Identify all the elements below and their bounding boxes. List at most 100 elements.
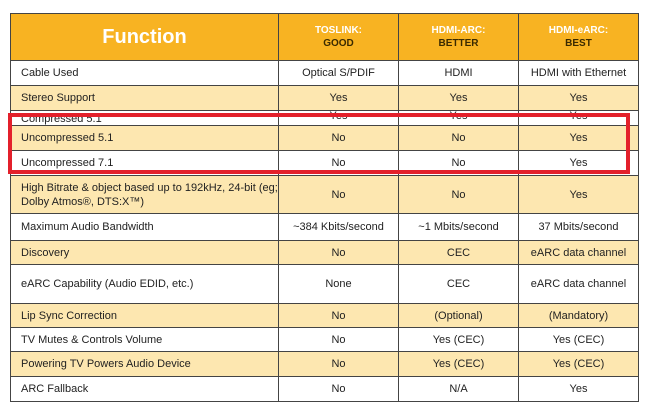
row-value-text: No xyxy=(331,333,346,346)
row-value: Yes (CEC) xyxy=(398,327,519,352)
row-value-text: Yes xyxy=(569,383,588,395)
row-label: Lip Sync Correction xyxy=(10,303,279,328)
row-value: No xyxy=(278,376,399,402)
row-value: N/A xyxy=(398,376,519,402)
row-value-text: No xyxy=(331,188,346,201)
row-value-text: (Mandatory) xyxy=(548,309,609,322)
row-value: No xyxy=(278,351,399,377)
table-row: Uncompressed 7.1 No No Yes xyxy=(10,150,639,176)
table-row: TV Mutes & Controls Volume No Yes (CEC) Yes… xyxy=(10,327,639,352)
row-label: ARC Fallback xyxy=(10,376,279,402)
table-row: Compressed 5.1 Yes Yes Yes xyxy=(10,110,639,126)
row-value-text: No xyxy=(451,157,466,169)
column-name: HDMI-eARC: xyxy=(548,25,609,36)
row-value: No xyxy=(278,327,399,352)
row-value-text: HDMI xyxy=(444,67,473,79)
row-value-text: Yes xyxy=(449,110,468,122)
row-value: CEC xyxy=(398,264,519,304)
function-header: Function xyxy=(10,13,279,61)
row-value: 37 Mbits/second xyxy=(518,213,639,241)
table-row: Lip Sync Correction No (Optional) (Mandator… xyxy=(10,303,639,328)
column-rating: GOOD xyxy=(323,38,354,49)
row-label: Uncompressed 5.1 xyxy=(10,125,279,151)
row-value: No xyxy=(278,175,399,214)
row-label: Maximum Audio Bandwidth xyxy=(10,213,279,241)
row-value-text: Yes xyxy=(569,132,588,144)
row-value-text: Yes xyxy=(569,188,588,201)
row-label-text: ARC Fallback xyxy=(21,383,89,395)
row-label-text: TV Mutes & Controls Volume xyxy=(21,333,163,346)
row-value-text: 37 Mbits/second xyxy=(538,221,619,233)
row-label: Discovery xyxy=(10,240,279,265)
toslink-header: TOSLINK: GOOD xyxy=(278,13,399,61)
row-value: Yes xyxy=(398,110,519,126)
row-label: Powering TV Powers Audio Device xyxy=(10,351,279,377)
row-value-text: No xyxy=(331,132,346,144)
row-value: No xyxy=(398,150,519,176)
row-value: No xyxy=(278,150,399,176)
row-label: High Bitrate & object based up to 192kHz… xyxy=(10,175,279,214)
row-value-text: No xyxy=(331,246,346,259)
column-rating: BETTER xyxy=(438,38,479,49)
row-value: ~384 Kbits/second xyxy=(278,213,399,241)
row-value: (Mandatory) xyxy=(518,303,639,328)
table-row: ARC Fallback No N/A Yes xyxy=(10,376,639,402)
row-label: Stereo Support xyxy=(10,85,279,111)
row-value: Yes xyxy=(518,125,639,151)
row-value: No xyxy=(398,175,519,214)
row-value: HDMI xyxy=(398,60,519,86)
column-name: TOSLINK: xyxy=(314,25,363,36)
row-label-text: Stereo Support xyxy=(21,92,95,104)
row-label-text: Lip Sync Correction xyxy=(21,309,117,322)
row-label-text: Cable Used xyxy=(21,67,79,79)
row-value: No xyxy=(278,303,399,328)
row-label: Compressed 5.1 xyxy=(10,110,279,126)
row-value: Yes xyxy=(518,376,639,402)
row-label-text: Uncompressed 7.1 xyxy=(21,157,114,169)
row-value: Yes xyxy=(518,150,639,176)
row-label-text: Uncompressed 5.1 xyxy=(21,132,114,144)
comparison-table: Function TOSLINK: GOOD HDMI-ARC: BETTER HD… xyxy=(10,13,639,402)
table-row: eARC Capability (Audio EDID, etc.) None CE… xyxy=(10,264,639,304)
row-value: eARC data channel xyxy=(518,240,639,265)
table-row: High Bitrate & object based up to 192kHz… xyxy=(10,175,639,214)
row-value-text: Yes (CEC) xyxy=(432,358,485,370)
row-value: Yes (CEC) xyxy=(518,351,639,377)
row-value: None xyxy=(278,264,399,304)
row-value: Yes xyxy=(278,110,399,126)
hdmi-earc-header: HDMI-eARC: BEST xyxy=(518,13,639,61)
row-value-text: Yes xyxy=(329,92,348,104)
row-value-text: No xyxy=(331,309,346,322)
row-value-text: eARC data channel xyxy=(530,278,627,290)
row-value: CEC xyxy=(398,240,519,265)
row-label: Uncompressed 7.1 xyxy=(10,150,279,176)
hdmi-arc-header: HDMI-ARC: BETTER xyxy=(398,13,519,61)
row-label-text: Powering TV Powers Audio Device xyxy=(21,358,191,370)
row-value-text: Yes xyxy=(449,92,468,104)
table-row: Cable Used Optical S/PDIF HDMI HDMI with Et… xyxy=(10,60,639,86)
row-label-text: Compressed 5.1 xyxy=(21,113,102,125)
row-value-text: ~1 Mbits/second xyxy=(418,221,499,233)
row-label-text: High Bitrate & object based up to 192kHz… xyxy=(21,181,278,208)
row-value: Yes (CEC) xyxy=(518,327,639,352)
row-value: Yes xyxy=(278,85,399,111)
row-value-text: No xyxy=(331,383,346,395)
column-rating: BEST xyxy=(565,38,592,49)
row-value: Yes xyxy=(518,85,639,111)
row-value: HDMI with Ethernet xyxy=(518,60,639,86)
row-value: Yes xyxy=(518,175,639,214)
row-label-text: Discovery xyxy=(21,246,70,259)
row-value-text: No xyxy=(451,132,466,144)
row-value: eARC data channel xyxy=(518,264,639,304)
row-value: Yes xyxy=(518,110,639,126)
row-value-text: (Optional) xyxy=(434,309,483,322)
row-label: Cable Used xyxy=(10,60,279,86)
row-value-text: Yes (CEC) xyxy=(552,333,605,346)
row-value: No xyxy=(398,125,519,151)
row-value-text: Yes xyxy=(569,110,588,122)
row-label-text: eARC Capability (Audio EDID, etc.) xyxy=(21,278,194,290)
table-row: Stereo Support Yes Yes Yes xyxy=(10,85,639,111)
row-label: TV Mutes & Controls Volume xyxy=(10,327,279,352)
row-value-text: None xyxy=(325,278,352,290)
row-value: Optical S/PDIF xyxy=(278,60,399,86)
